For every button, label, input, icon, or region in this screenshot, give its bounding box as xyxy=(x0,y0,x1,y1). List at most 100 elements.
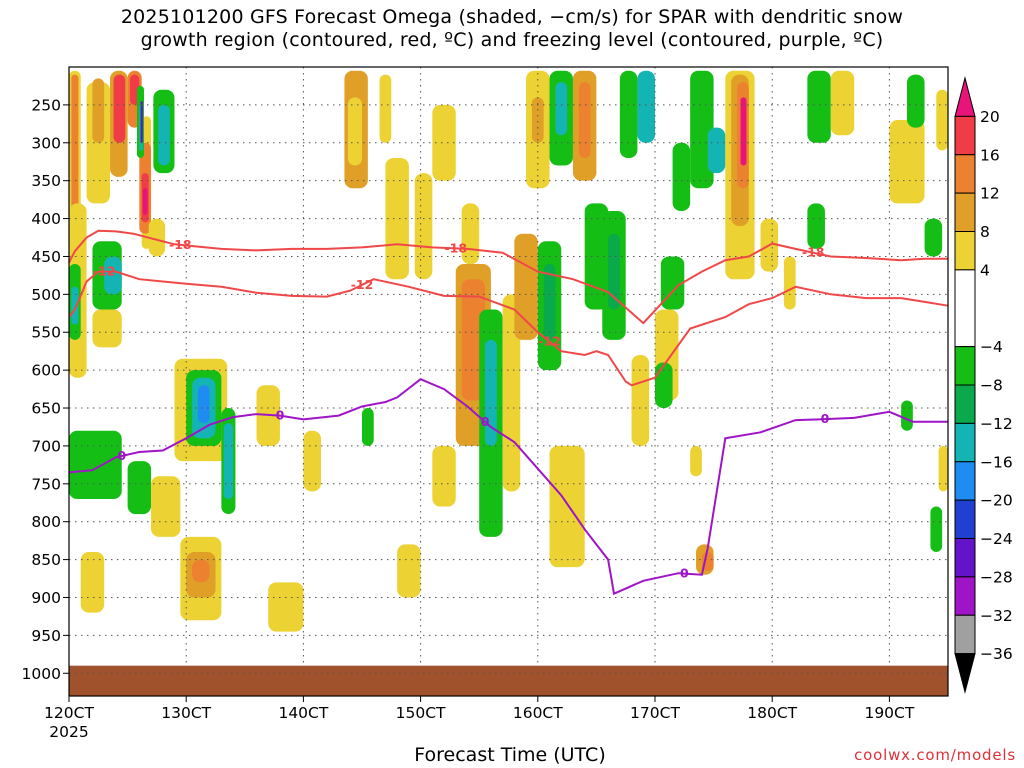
y-tick-label: 250 xyxy=(31,96,61,114)
omega-shade-cell xyxy=(655,362,673,409)
colorbar-bin xyxy=(954,76,976,117)
omega-shade-cell xyxy=(379,74,392,143)
y-tick-label: 1000 xyxy=(22,665,61,683)
omega-shade-cell xyxy=(901,400,913,431)
contour-label: -18 xyxy=(444,240,467,255)
omega-shade-cell xyxy=(432,104,456,181)
contour-lines: -18 -18 -18 -12 -12 -12 0 0 0 0 0 xyxy=(68,229,949,596)
colorbar-bin xyxy=(954,269,976,348)
colorbar-label: 4 xyxy=(980,261,990,279)
omega-shade-cell xyxy=(397,544,421,598)
colorbar-label: −20 xyxy=(980,492,1013,510)
colorbar-label: −4 xyxy=(980,338,1003,356)
omega-shade-cell xyxy=(104,256,122,295)
omega-shade-cell xyxy=(889,120,925,204)
x-tick-label: 140CT xyxy=(278,704,328,722)
y-tick-label: 650 xyxy=(31,400,61,418)
colorbar-bin xyxy=(954,154,976,194)
colorbar-bin xyxy=(954,346,976,386)
credit-text: coolwx.com/models xyxy=(854,746,1016,764)
omega-shade-cell xyxy=(543,264,556,340)
omega-shade-cell xyxy=(223,423,234,499)
omega-shade-cell xyxy=(936,89,948,151)
omega-shade-cell xyxy=(485,339,497,446)
x-tick-label: 170CT xyxy=(630,704,680,722)
omega-shade-cell xyxy=(80,552,105,613)
omega-shading-layer xyxy=(69,70,948,632)
colorbar-bin xyxy=(954,192,976,232)
colorbar-label: −8 xyxy=(980,377,1003,395)
chart-title-line-1: 2025101200 GFS Forecast Omega (shaded, −… xyxy=(120,6,904,28)
chart-title-line-2: growth region (contoured, red, ºC) and f… xyxy=(140,29,884,51)
omega-shade-cell xyxy=(148,218,166,257)
chart-title: 2025101200 GFS Forecast Omega (shaded, −… xyxy=(0,6,1024,52)
colorbar-bin xyxy=(954,576,976,616)
omega-shade-cell xyxy=(608,233,620,310)
omega-shade-cell xyxy=(930,506,943,553)
omega-shade-cell xyxy=(830,70,855,136)
colorbar-bin xyxy=(954,422,976,463)
colorbar-bin xyxy=(954,115,976,156)
colorbar-label: 8 xyxy=(980,223,990,241)
x-axis-label: Forecast Time (UTC) xyxy=(414,744,606,766)
y-tick-label: 800 xyxy=(31,513,61,531)
colorbar-bin xyxy=(954,231,976,271)
x-tick-label: 160CT xyxy=(513,704,563,722)
omega-shade-cell xyxy=(385,157,409,280)
colorbar-bin xyxy=(954,499,976,539)
x-tick-label: 120CT xyxy=(44,704,94,722)
y-tick-label: 550 xyxy=(31,324,61,342)
colorbar-label: −36 xyxy=(980,645,1013,663)
contour-label: 0 xyxy=(680,566,689,581)
omega-shade-cell xyxy=(197,385,210,424)
ground-terrain xyxy=(69,665,948,696)
omega-shade-cell xyxy=(127,461,152,515)
y-tick-label: 300 xyxy=(31,134,61,152)
colorbar-label: 16 xyxy=(980,146,1000,164)
omega-shade-cell xyxy=(142,188,148,215)
omega-shade-cell xyxy=(924,218,943,257)
omega-shade-cell xyxy=(151,476,181,537)
contour-label: 0 xyxy=(276,408,285,423)
y-tick-label: 600 xyxy=(31,362,61,380)
omega-shade-cell xyxy=(783,256,796,310)
omega-shade-cell xyxy=(92,78,105,143)
x-tick-label: 150CT xyxy=(396,704,446,722)
omega-shade-cell xyxy=(578,82,591,158)
plot-frame xyxy=(68,66,949,697)
omega-shade-cell xyxy=(514,233,538,340)
colorbar-bin xyxy=(954,461,976,501)
omega-shade-cell xyxy=(71,286,79,325)
omega-shade-cell xyxy=(158,104,170,166)
omega-shade-cell xyxy=(268,582,304,632)
omega-shade-cell xyxy=(362,408,374,446)
colorbar-bin xyxy=(954,384,976,424)
colorbar: 20 16 12 8 4 −4 −8 −12 −16 −20 −24 −28 −32 −36 xyxy=(954,76,1013,694)
contour-label: 0 xyxy=(117,448,126,463)
colorbar-label: −28 xyxy=(980,568,1013,586)
y-tick-label: 850 xyxy=(31,551,61,569)
contour-label: 0 xyxy=(821,411,830,426)
plot-border xyxy=(68,66,949,697)
colorbar-label: 20 xyxy=(980,108,1000,126)
x-axis-ticks: 120CT 130CT 140CT 150CT 160CT 170CT 180CT 190CT… xyxy=(44,696,915,741)
omega-shade-cell xyxy=(672,142,691,211)
omega-shade-cell xyxy=(807,70,831,143)
omega-shade-cell xyxy=(69,430,122,499)
y-tick-label: 900 xyxy=(31,589,61,607)
contour-label: -12 xyxy=(93,264,116,279)
x-tick-label: 130CT xyxy=(161,704,211,722)
colorbar-label: −32 xyxy=(980,607,1013,625)
colorbar-bin xyxy=(954,614,976,655)
y-tick-label: 450 xyxy=(31,248,61,266)
omega-shade-cell xyxy=(938,445,948,492)
colorbar-label: 12 xyxy=(980,185,1000,203)
omega-shade-cell xyxy=(631,354,650,446)
omega-shade-cell xyxy=(432,445,456,507)
colorbar-label: −12 xyxy=(980,415,1013,433)
x-tick-label: 190CT xyxy=(864,704,914,722)
contour-line xyxy=(68,229,948,325)
contour-line xyxy=(68,378,948,596)
y-axis-ticks: 250 300 350 400 450 500 550 600 650 700 750 800 850 9… xyxy=(22,96,69,683)
